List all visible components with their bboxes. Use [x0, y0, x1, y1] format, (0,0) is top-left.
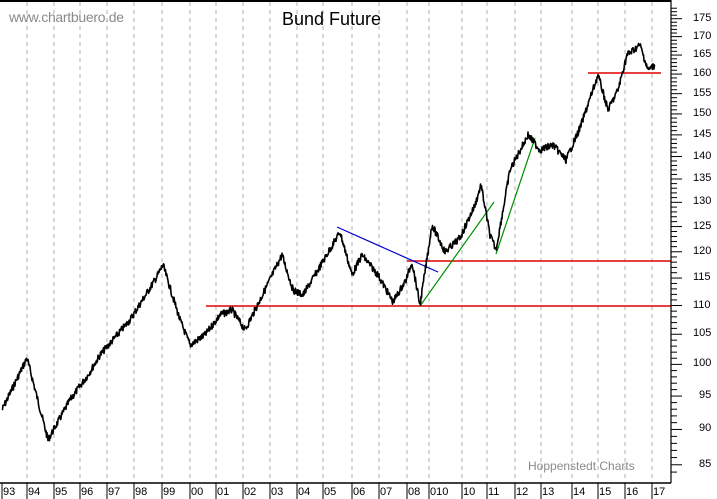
x-tick-label: 07: [380, 486, 393, 498]
x-tick-label: 10: [463, 486, 476, 498]
x-tick-label: 12: [516, 486, 529, 498]
y-tick-label: 100: [693, 357, 712, 370]
y-tick-label: 135: [693, 172, 712, 184]
y-tick-label: 150: [693, 106, 712, 119]
trend-line: [336, 226, 439, 273]
x-tick-label: 06: [353, 486, 366, 498]
y-tick-label: 120: [693, 244, 712, 257]
y-tick-label: 160: [693, 67, 712, 80]
x-tick-label: 95: [55, 486, 68, 498]
trend-line: [495, 137, 536, 255]
chart-title: Bund Future: [282, 9, 382, 29]
x-tick-label: 01: [217, 486, 230, 498]
x-tick-label: 17: [653, 486, 666, 498]
x-tick-label: 96: [81, 486, 94, 498]
x-tick-label: 02: [244, 486, 257, 498]
trend-annotations: [206, 72, 671, 307]
x-tick-label: 03: [271, 486, 284, 498]
y-tick-label: 175: [693, 11, 712, 24]
y-tick-label: 95: [699, 389, 712, 402]
y-tick-label: 130: [693, 195, 712, 208]
x-tick-label: 99: [163, 486, 176, 498]
source-label: Hoppenstedt Charts: [528, 459, 635, 473]
y-tick-label: 155: [693, 86, 712, 99]
vertical-gridlines: [26, 2, 653, 483]
x-tick-label: 14: [573, 486, 586, 498]
x-tick-label: 010: [430, 486, 449, 498]
y-tick-label: 145: [693, 127, 712, 140]
x-tick-label: 13: [542, 486, 555, 498]
y-tick-label: 90: [699, 422, 712, 435]
y-tick-label: 165: [693, 48, 712, 61]
x-tick-label: 97: [108, 486, 121, 498]
y-tick-label: 105: [693, 327, 712, 340]
y-tick-label: 125: [693, 219, 712, 232]
x-tick-label: 00: [191, 486, 204, 498]
x-tick-label: 94: [28, 486, 41, 498]
price-line: [1, 42, 656, 442]
x-tick-label: 98: [135, 486, 148, 498]
x-tick-label: 08: [408, 486, 421, 498]
y-axis: [670, 0, 682, 483]
watermark: www.chartbuero.de: [9, 9, 124, 25]
y-tick-label: 140: [693, 149, 712, 162]
y-tick-label: 85: [699, 457, 712, 470]
x-tick-label: 05: [324, 486, 337, 498]
trend-line: [419, 201, 495, 307]
x-tick-label: 93: [3, 486, 16, 498]
x-tick-label: 16: [626, 486, 639, 498]
x-tick-label: 11: [488, 486, 500, 498]
y-tick-label: 110: [693, 298, 711, 311]
y-tick-label: 170: [693, 29, 712, 42]
x-axis: [0, 482, 671, 499]
y-tick-label: 115: [693, 271, 711, 284]
x-tick-label: 15: [599, 486, 612, 498]
x-tick-label: 04: [298, 486, 311, 498]
